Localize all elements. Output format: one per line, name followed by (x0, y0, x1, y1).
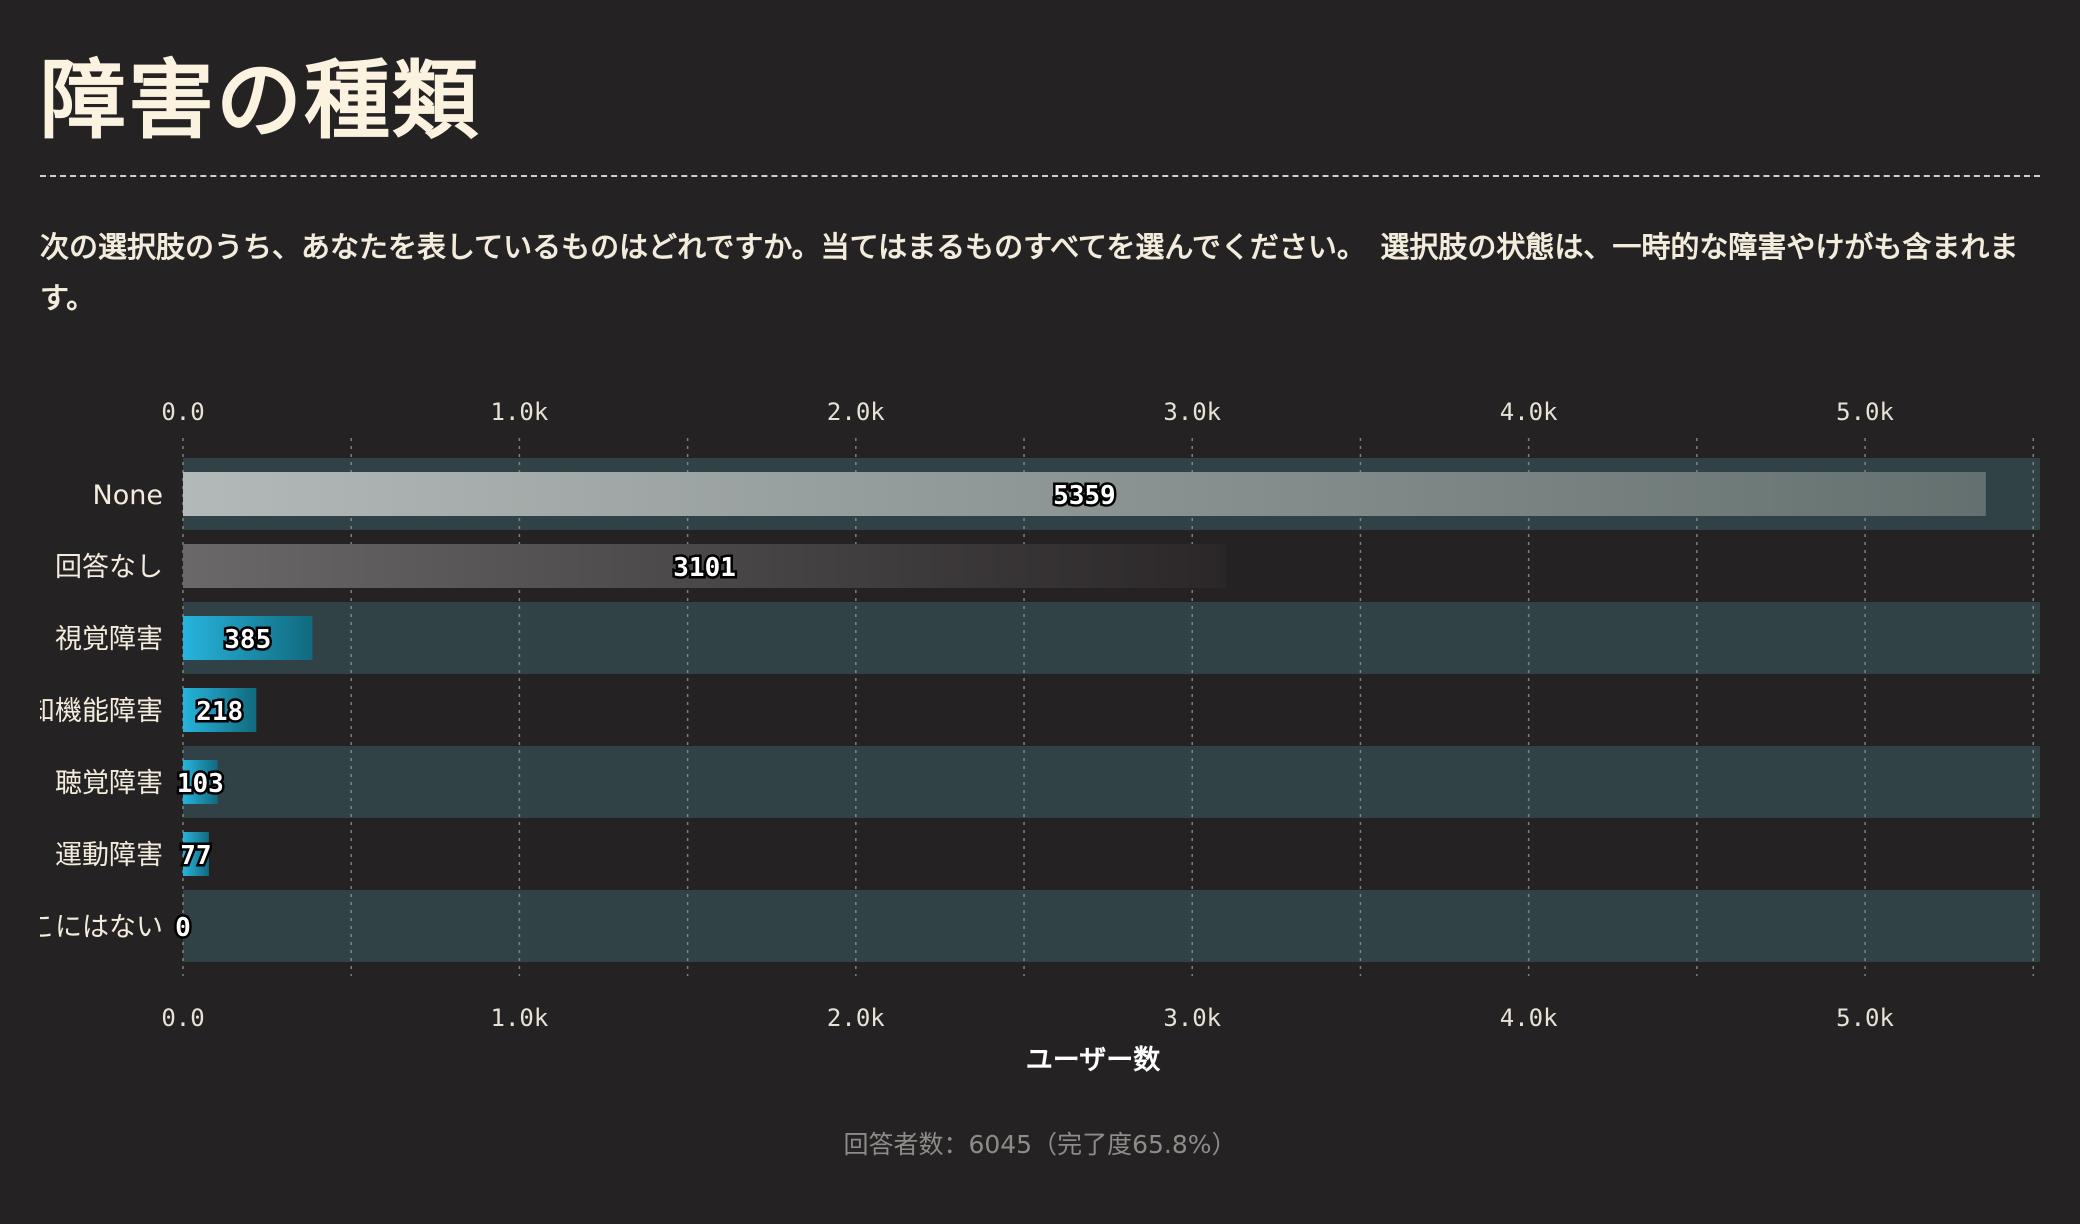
x-tick-label-bottom: 3.0k (1163, 1004, 1221, 1032)
category-label: 聴覚障害 (55, 768, 163, 799)
value-label: 0 (175, 913, 191, 943)
page-title: 障害の種類 (40, 51, 480, 151)
category-label: 認知機能障害 (1, 696, 163, 727)
x-tick-label-top: 3.0k (1163, 398, 1221, 426)
x-tick-label-top: 0.0 (161, 398, 204, 426)
x-tick-label-bottom: 2.0k (827, 1004, 885, 1032)
x-axis-top: 0.0 1.0k 2.0k 3.0k 4.0k 5.0k (161, 398, 1894, 426)
x-tick-label-bottom: 4.0k (1500, 1004, 1558, 1032)
category-label: 視覚障害 (55, 624, 163, 655)
bar (183, 472, 1986, 516)
x-axis-label: ユーザー数 (1026, 1045, 1161, 1076)
x-tick-label-top: 5.0k (1836, 398, 1894, 426)
category-label: ここにはない (1, 912, 163, 943)
bar (183, 544, 1227, 588)
x-tick-label-top: 2.0k (827, 398, 885, 426)
x-axis-bottom: 0.0 1.0k 2.0k 3.0k 4.0k 5.0k (161, 1004, 1894, 1032)
bars (183, 472, 1986, 876)
x-tick-label-bottom: 1.0k (491, 1004, 549, 1032)
grid-lines (182, 438, 2035, 976)
x-tick-label-top: 1.0k (491, 398, 549, 426)
value-label: 77 (180, 841, 211, 871)
value-labels: 5359 3101 385 218 103 77 0 (173, 479, 1119, 946)
category-label: 回答なし (55, 552, 163, 583)
bar (183, 616, 313, 660)
row-band (183, 890, 2040, 962)
bar (183, 760, 218, 804)
value-label: 218 (196, 697, 243, 727)
title-divider (40, 175, 2040, 177)
bar (183, 832, 209, 876)
value-label: 3101 (673, 553, 736, 583)
row-bands (183, 458, 2040, 962)
value-label: 385 (224, 625, 271, 655)
bar (183, 688, 257, 732)
x-tick-label-top: 4.0k (1500, 398, 1558, 426)
row-band (183, 746, 2040, 818)
value-label: 103 (177, 769, 224, 799)
respondent-count: 回答者数：6045（完了度65.8%） (843, 1130, 1237, 1159)
row-band (183, 602, 2040, 674)
page-subtitle: 次の選択肢のうち、あなたを表しているものはどれですか。当てはまるものすべてを選ん… (40, 230, 2019, 315)
value-label: 5359 (1053, 481, 1116, 511)
category-label: None (93, 480, 163, 511)
category-label: 運動障害 (55, 840, 163, 871)
x-tick-label-bottom: 0.0 (161, 1004, 204, 1032)
x-tick-label-bottom: 5.0k (1836, 1004, 1894, 1032)
